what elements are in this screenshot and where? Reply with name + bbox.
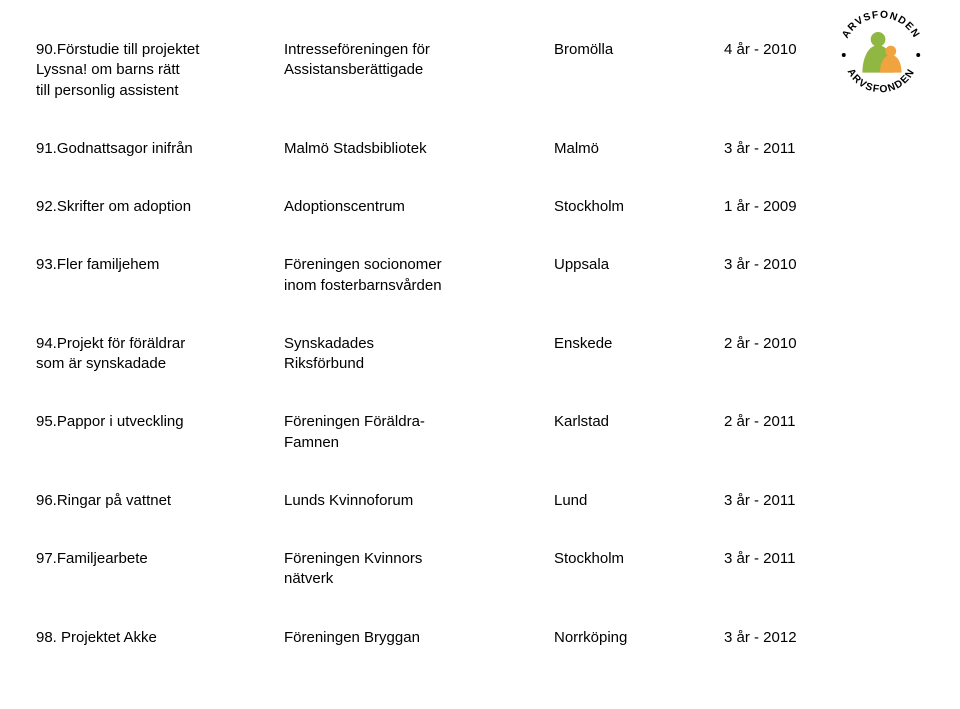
cell-duration: 1 år - 2009 — [724, 197, 894, 217]
cell-title: 93.Fler familjehem — [36, 255, 284, 275]
table-row: 92.Skrifter om adoption Adoptionscentrum… — [36, 197, 960, 217]
cell-duration: 3 år - 2011 — [724, 139, 894, 159]
cell-location: Stockholm — [554, 197, 724, 217]
cell-organisation: Malmö Stadsbibliotek — [284, 139, 554, 159]
cell-title: 96.Ringar på vattnet — [36, 491, 284, 511]
table-row: 90.Förstudie till projektet Lyssna! om b… — [36, 40, 960, 101]
cell-duration: 3 år - 2011 — [724, 491, 894, 511]
cell-location: Bromölla — [554, 40, 724, 60]
table-row: 98. Projektet Akke Föreningen Bryggan No… — [36, 628, 960, 648]
cell-location: Stockholm — [554, 549, 724, 569]
arvsfonden-logo-svg: ARVSFONDEN ARVSFONDEN — [832, 6, 930, 104]
table-row: 96.Ringar på vattnet Lunds Kvinnoforum L… — [36, 491, 960, 511]
cell-location: Uppsala — [554, 255, 724, 275]
cell-duration: 3 år - 2011 — [724, 549, 894, 569]
cell-organisation: Lunds Kvinnoforum — [284, 491, 554, 511]
table-row: 91.Godnattsagor inifrån Malmö Stadsbibli… — [36, 139, 960, 159]
cell-organisation: Föreningen Bryggan — [284, 628, 554, 648]
document-page: ARVSFONDEN ARVSFONDEN 90.Förstudie till — [0, 0, 960, 709]
table-row: 95.Pappor i utveckling Föreningen Föräld… — [36, 412, 960, 453]
cell-duration: 2 år - 2011 — [724, 412, 894, 432]
cell-title: 95.Pappor i utveckling — [36, 412, 284, 432]
cell-location: Enskede — [554, 334, 724, 354]
cell-duration: 3 år - 2010 — [724, 255, 894, 275]
cell-organisation: Synskadades Riksförbund — [284, 334, 554, 375]
table-row: 93.Fler familjehem Föreningen socionomer… — [36, 255, 960, 296]
cell-title: 97.Familjearbete — [36, 549, 284, 569]
cell-organisation: Intresseföreningen för Assistansberättig… — [284, 40, 554, 81]
table-row: 94.Projekt för föräldrar som är synskada… — [36, 334, 960, 375]
cell-title: 91.Godnattsagor inifrån — [36, 139, 284, 159]
cell-title: 98. Projektet Akke — [36, 628, 284, 648]
cell-organisation: Föreningen Kvinnors nätverk — [284, 549, 554, 590]
cell-organisation: Föreningen socionomer inom fosterbarnsvå… — [284, 255, 554, 296]
cell-organisation: Adoptionscentrum — [284, 197, 554, 217]
cell-location: Malmö — [554, 139, 724, 159]
cell-location: Karlstad — [554, 412, 724, 432]
cell-title: 92.Skrifter om adoption — [36, 197, 284, 217]
cell-organisation: Föreningen Föräldra- Famnen — [284, 412, 554, 453]
cell-location: Lund — [554, 491, 724, 511]
cell-location: Norrköping — [554, 628, 724, 648]
arvsfonden-logo: ARVSFONDEN ARVSFONDEN — [832, 6, 930, 104]
cell-duration: 3 år - 2012 — [724, 628, 894, 648]
cell-title: 94.Projekt för föräldrar som är synskada… — [36, 334, 284, 375]
table-row: 97.Familjearbete Föreningen Kvinnors nät… — [36, 549, 960, 590]
cell-title: 90.Förstudie till projektet Lyssna! om b… — [36, 40, 284, 101]
cell-duration: 2 år - 2010 — [724, 334, 894, 354]
